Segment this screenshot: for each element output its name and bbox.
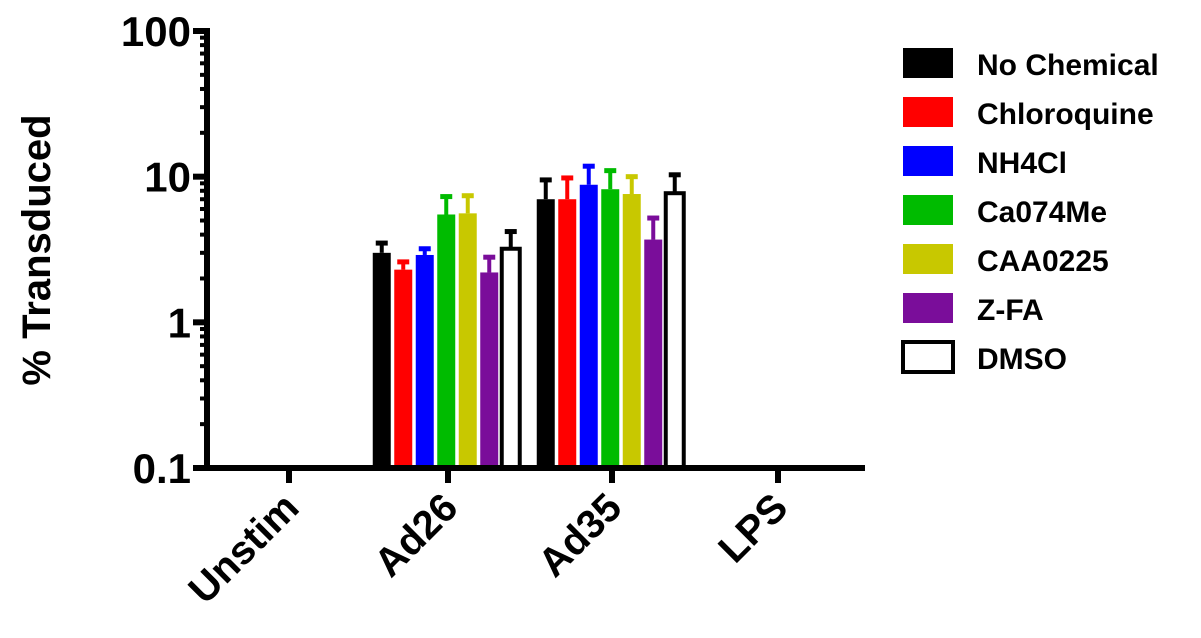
legend-label: Ca074Me: [977, 196, 1107, 229]
y-tick-label: 1: [168, 299, 191, 346]
bars: [372, 163, 686, 471]
legend-label: NH4Cl: [977, 147, 1067, 180]
bar: [579, 184, 598, 468]
x-axis-ticks: Unstim Ad26 Ad35 LPS: [180, 468, 796, 612]
bar: [644, 239, 663, 468]
bar: [536, 199, 555, 468]
legend-swatch: [901, 340, 955, 374]
bar: [415, 254, 434, 468]
legend-swatch: [903, 146, 953, 176]
legend: No Chemical Chloroquine NH4Cl Ca074Me CAA022…: [901, 48, 1159, 376]
legend-swatch: [903, 48, 953, 78]
bar: [558, 199, 577, 468]
bar: [458, 213, 477, 468]
y-tick-label: 0.1: [133, 445, 191, 492]
y-tick-label: 100: [121, 8, 191, 55]
x-tick-label: Ad26: [366, 485, 466, 585]
y-axis-label-group: % Transduced: [15, 114, 59, 385]
x-tick-label: LPS: [710, 485, 796, 571]
legend-label: DMSO: [977, 343, 1067, 376]
axes: [204, 28, 865, 471]
legend-label: Chloroquine: [977, 98, 1154, 131]
legend-swatch: [903, 293, 953, 323]
bar: [394, 269, 413, 468]
bar: [601, 189, 620, 468]
legend-label: Z-FA: [977, 294, 1044, 327]
legend-label: No Chemical: [977, 49, 1159, 82]
bar: [480, 272, 499, 468]
x-tick-label: Ad35: [530, 485, 630, 585]
y-axis-ticks: 0.1 1 10 100: [121, 8, 207, 492]
bar: [437, 214, 456, 468]
legend-swatch: [903, 244, 953, 274]
bar: [499, 246, 522, 470]
bar: [663, 191, 686, 471]
bar: [372, 252, 391, 468]
legend-swatch: [903, 195, 953, 225]
bar: [622, 194, 641, 469]
legend-label: CAA0225: [977, 245, 1109, 278]
legend-swatch: [903, 97, 953, 127]
x-tick-label: Unstim: [180, 485, 307, 612]
y-tick-label: 10: [144, 154, 191, 201]
y-axis-label: % Transduced: [15, 114, 59, 385]
